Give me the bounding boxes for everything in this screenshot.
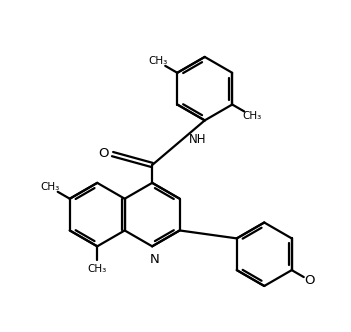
Text: CH₃: CH₃ [148,56,167,66]
Text: CH₃: CH₃ [88,264,107,274]
Text: O: O [305,274,315,287]
Text: O: O [98,147,109,160]
Text: CH₃: CH₃ [242,111,261,121]
Text: N: N [149,253,159,266]
Text: NH: NH [188,133,206,146]
Text: CH₃: CH₃ [40,182,60,192]
